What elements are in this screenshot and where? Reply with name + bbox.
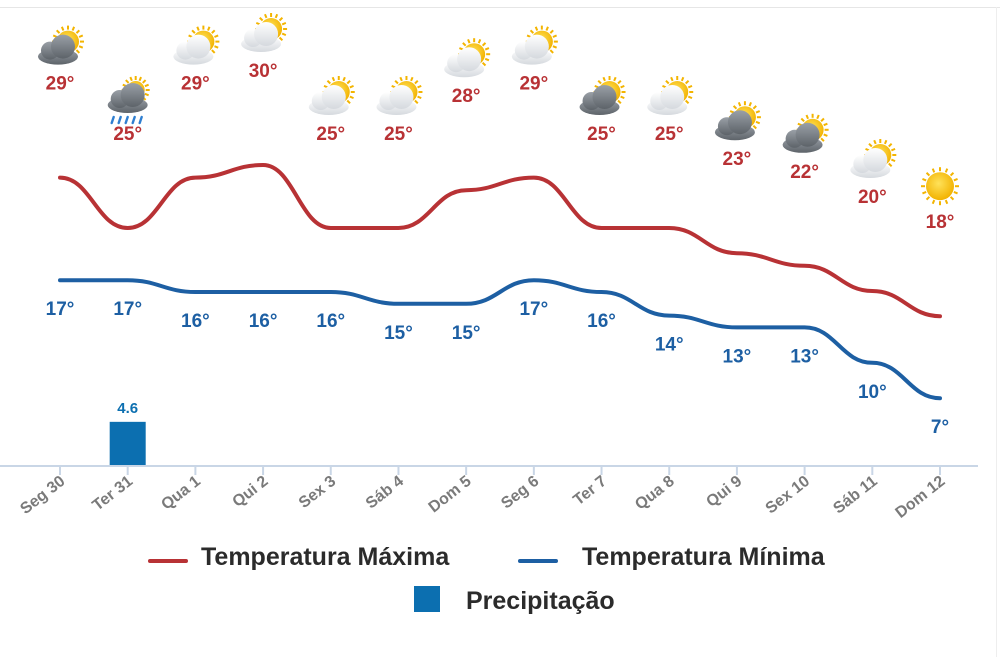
- legend-label-max-temperature: Temperatura Máxima: [201, 543, 450, 571]
- precipitation-bar: [109, 421, 146, 466]
- legend-label-min-temperature: Temperatura Mínima: [582, 543, 825, 571]
- x-axis-tick-label: Sex 10: [763, 473, 814, 518]
- x-axis-tick-label: Sáb 11: [830, 473, 881, 518]
- x-axis-tick-label: Dom 5: [426, 473, 475, 517]
- partly-cloudy-icon: [173, 25, 220, 65]
- min-temp-label: 15°: [384, 323, 413, 344]
- partly-cloudy-dark-icon: [38, 25, 84, 65]
- partly-cloudy-dark-icon: [782, 113, 829, 153]
- partly-cloudy-icon: [308, 76, 355, 115]
- min-temp-label: 13°: [790, 346, 819, 367]
- partly-cloudy-dark-icon: [714, 101, 761, 141]
- x-axis-tick-label: Seg 6: [498, 473, 542, 513]
- legend-label-precipitation: Precipitação: [466, 587, 615, 615]
- max-temp-label: 29°: [519, 74, 548, 95]
- partly-cloudy-icon: [511, 25, 558, 65]
- x-axis-tick-label: Qui 2: [230, 473, 272, 511]
- weather-icons: [38, 13, 959, 206]
- partly-cloudy-icon: [241, 13, 288, 52]
- min-temperature-labels: 17° 17° 16° 16° 16° 15° 15° 17° 16° 14° 13° 13° 10° 7…: [46, 299, 949, 438]
- min-temp-label: 17°: [519, 299, 548, 320]
- max-temp-label: 30°: [249, 61, 278, 82]
- x-axis-ticks: [59, 466, 941, 475]
- max-temp-label: 25°: [587, 124, 616, 145]
- min-temp-label: 16°: [249, 311, 278, 332]
- legend-swatch-precipitation: [414, 586, 440, 612]
- max-temp-label: 29°: [46, 74, 75, 95]
- min-temp-label: 10°: [858, 382, 887, 403]
- top-divider: [0, 7, 1000, 8]
- max-temperature-labels: 29° 25° 29° 30° 25° 25° 28° 29° 25° 25° 23° 22° 20° 1…: [46, 61, 955, 233]
- precipitation-bars: 4.6: [109, 400, 146, 466]
- max-temp-label: 25°: [316, 124, 345, 145]
- series-line-min-temperature: [58, 278, 942, 401]
- min-temp-label: 16°: [587, 311, 616, 332]
- x-axis-tick-label: Ter 7: [570, 473, 610, 509]
- max-temp-label: 28°: [452, 86, 481, 107]
- x-axis-tick-label: Qua 1: [158, 473, 204, 514]
- rain-cloud-icon: [107, 76, 150, 125]
- series-line-max-temperature: [58, 163, 942, 319]
- x-axis-tick-labels: Seg 30 Ter 31 Qua 1 Qui 2 Sex 3 Sáb 4 Dom 5 Seg…: [17, 473, 948, 522]
- sun-icon: [921, 167, 959, 206]
- min-temp-label: 15°: [452, 323, 481, 344]
- max-temp-label: 20°: [858, 187, 887, 208]
- x-axis-tick-label: Qua 8: [632, 473, 678, 514]
- precipitation-value-label: 4.6: [117, 400, 138, 417]
- min-temp-label: 14°: [655, 335, 684, 356]
- partly-cloudy-icon: [444, 38, 491, 78]
- x-axis-tick-label: Seg 30: [17, 473, 68, 518]
- x-axis-tick-label: Sáb 4: [363, 473, 407, 513]
- right-divider: [996, 7, 997, 657]
- partly-cloudy-dark-icon: [579, 76, 626, 115]
- min-temp-label: 13°: [723, 346, 752, 367]
- max-temp-label: 25°: [384, 124, 413, 145]
- max-temp-label: 25°: [655, 124, 684, 145]
- partly-cloudy-icon: [850, 139, 897, 178]
- max-temp-label: 23°: [723, 149, 752, 170]
- min-temp-label: 17°: [113, 299, 142, 320]
- legend-swatch-min-temperature: [518, 559, 558, 563]
- x-axis-tick-label: Qui 9: [703, 473, 745, 511]
- partly-cloudy-icon: [647, 76, 694, 115]
- x-axis-tick-label: Ter 31: [89, 473, 136, 515]
- min-temp-label: 17°: [46, 299, 75, 320]
- x-axis-tick-label: Sex 3: [296, 473, 339, 512]
- max-temp-label: 29°: [181, 74, 210, 95]
- min-temp-label: 16°: [181, 311, 210, 332]
- max-temp-label: 18°: [926, 212, 955, 233]
- min-temp-label: 16°: [316, 311, 345, 332]
- max-temp-label: 25°: [113, 124, 142, 145]
- max-temp-label: 22°: [790, 162, 819, 183]
- x-axis-tick-label: Dom 12: [892, 473, 948, 522]
- legend-swatch-max-temperature: [148, 559, 188, 563]
- partly-cloudy-icon: [376, 76, 423, 115]
- min-temp-label: 7°: [931, 417, 949, 438]
